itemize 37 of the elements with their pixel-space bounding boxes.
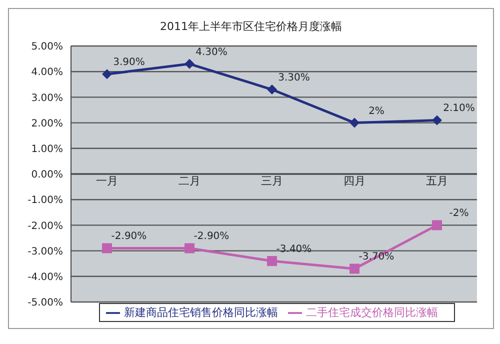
y-tick-label: 2.00% (31, 118, 63, 130)
chart-title: 2011年上半年市区住宅价格月度涨幅 (159, 19, 343, 35)
data-label: -2.90% (194, 231, 230, 242)
y-tick-label: -4.00% (28, 272, 63, 283)
y-tick-label: 1.00% (31, 144, 63, 155)
data-label: -2.90% (111, 231, 147, 242)
y-tick-label: -1.00% (28, 195, 63, 206)
data-label: 3.30% (278, 72, 310, 84)
point (350, 264, 360, 274)
point (102, 69, 112, 80)
x-tick-label: 四月 (344, 174, 366, 188)
y-tick-label: 5.00% (31, 42, 63, 53)
y-tick-label: 4.00% (31, 67, 63, 78)
x-tick-label: 一月 (96, 174, 118, 188)
point (267, 84, 277, 95)
y-tick-label: -3.00% (28, 246, 63, 258)
point (102, 243, 112, 254)
point (432, 115, 442, 126)
y-tick-label: 3.00% (31, 92, 63, 104)
point (432, 220, 442, 230)
point (184, 243, 194, 254)
data-label: -2% (449, 208, 469, 220)
data-label: 2% (368, 106, 384, 117)
y-tick-label: 0.00% (31, 170, 63, 181)
y-tick-label: -5.00% (28, 298, 63, 309)
data-label: 4.30% (196, 46, 228, 58)
y-tick-label: -2.00% (28, 220, 63, 232)
x-tick-label: 二月 (178, 174, 200, 188)
data-label: 3.90% (113, 57, 145, 68)
data-label: 2.10% (443, 103, 475, 114)
point (184, 58, 194, 69)
legend-label: 新建商品住宅销售价格同比涨幅 (124, 306, 278, 319)
x-tick-label: 三月 (261, 174, 283, 188)
x-tick-label: 五月 (426, 174, 448, 188)
point (350, 118, 360, 128)
legend-label: 二手住宅成交价格同比涨幅 (306, 306, 438, 319)
point (267, 256, 277, 266)
